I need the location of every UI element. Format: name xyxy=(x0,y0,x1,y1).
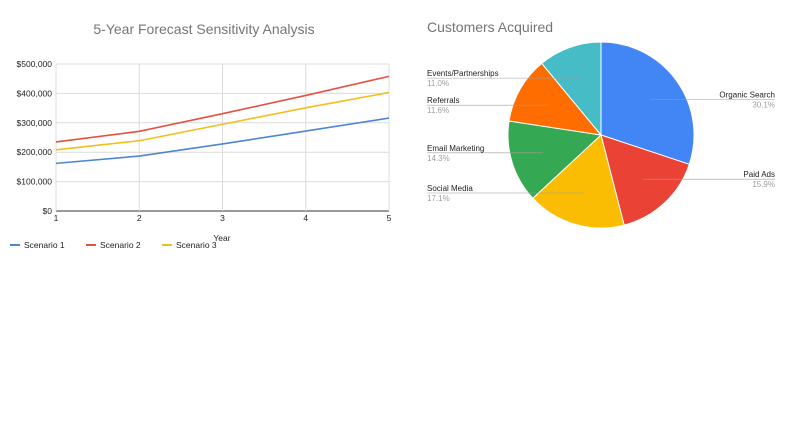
series-line xyxy=(55,91,390,151)
pie-slice xyxy=(541,41,602,137)
pie-slice xyxy=(507,120,603,199)
pie-slice xyxy=(600,41,695,165)
series-line xyxy=(55,75,390,143)
line-chart-legend: Scenario 1 Scenario 2 Scenario 3 xyxy=(10,240,217,250)
slice-percent: 30.1% xyxy=(752,101,775,110)
slice-percent: 11.6% xyxy=(427,106,449,115)
y-tick-label: $100,000 xyxy=(17,177,53,187)
y-tick-label: $500,000 xyxy=(17,59,53,69)
x-tick-label: 2 xyxy=(137,213,142,223)
y-tick-label: $400,000 xyxy=(17,88,53,98)
line-chart-y-ticks: $0 $100,000 $200,000 $300,000 $400,000 $500,0… xyxy=(17,59,53,216)
line-chart-x-axis-label: Year xyxy=(213,233,230,243)
pie-chart-title: Customers Acquired xyxy=(427,19,553,35)
x-tick-label: 3 xyxy=(220,213,225,223)
slice-percent: 14.3% xyxy=(427,154,450,163)
y-tick-label: $300,000 xyxy=(17,118,53,128)
pie-slice xyxy=(532,134,625,229)
slice-label: Organic Search xyxy=(719,91,775,100)
y-tick-label: $0 xyxy=(43,206,53,216)
x-tick-label: 4 xyxy=(303,213,308,223)
slice-label: Social Media xyxy=(427,184,473,193)
slice-label: Email Marketing xyxy=(427,144,484,153)
line-chart-series xyxy=(55,75,390,165)
line-chart-grid xyxy=(55,63,390,212)
line-chart-title: 5-Year Forecast Sensitivity Analysis xyxy=(93,21,314,37)
legend-label: Scenario 1 xyxy=(24,240,65,250)
line-chart-x-ticks: 1 2 3 4 5 xyxy=(54,213,392,223)
slice-label: Referrals xyxy=(427,96,459,105)
x-tick-label: 5 xyxy=(387,213,392,223)
slice-percent: 11.0% xyxy=(427,79,449,88)
series-line xyxy=(55,117,390,165)
legend-label: Scenario 2 xyxy=(100,240,141,250)
slice-label: Events/Partnerships xyxy=(427,69,499,78)
slice-label: Paid Ads xyxy=(743,170,775,179)
pie-slice xyxy=(600,134,690,226)
slice-percent: 17.1% xyxy=(427,194,450,203)
y-tick-label: $200,000 xyxy=(17,147,53,157)
slice-percent: 15.9% xyxy=(752,180,775,189)
pie-slices xyxy=(507,41,695,229)
x-tick-label: 1 xyxy=(54,213,59,223)
line-chart: 5-Year Forecast Sensitivity Analysis $0$… xyxy=(10,21,392,250)
pie-slice xyxy=(508,62,603,136)
legend-label: Scenario 3 xyxy=(176,240,217,250)
